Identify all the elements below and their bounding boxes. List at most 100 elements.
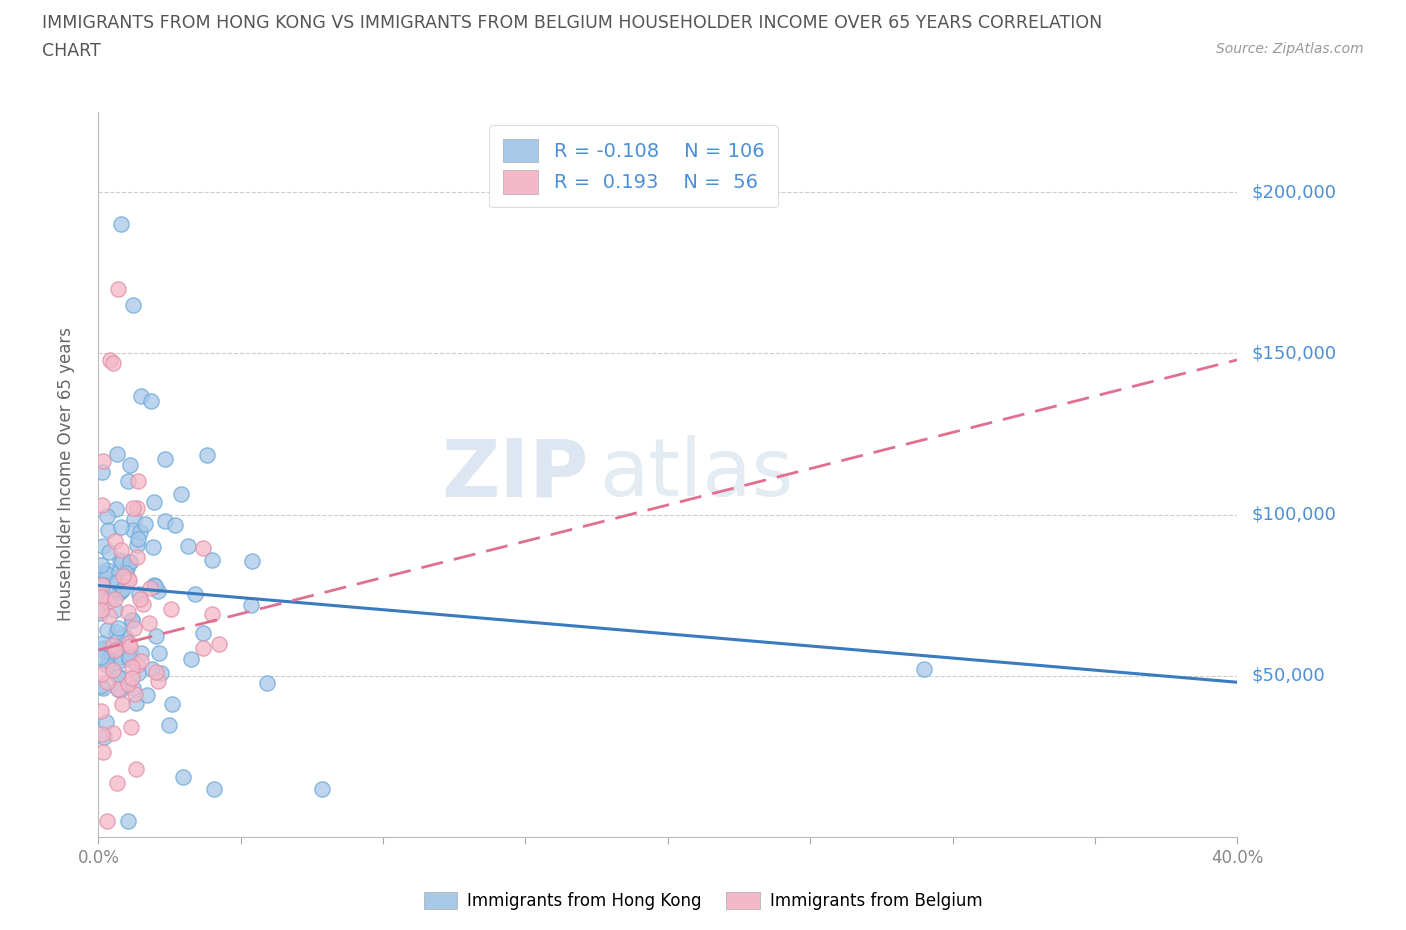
Point	[93, 681, 115, 696]
Point	[157, 718, 180, 733]
Point	[127, 500, 149, 515]
Point	[91, 454, 114, 469]
Point	[201, 552, 224, 567]
Point	[153, 513, 176, 528]
Point	[107, 282, 129, 297]
Point	[183, 587, 205, 602]
Point	[90, 589, 112, 604]
Point	[96, 567, 118, 582]
Point	[118, 573, 141, 588]
Point	[107, 620, 129, 635]
Point	[122, 500, 145, 515]
Text: CHART: CHART	[42, 42, 101, 60]
Point	[143, 579, 166, 594]
Point	[110, 519, 132, 534]
Point	[127, 473, 149, 488]
Point	[142, 539, 165, 554]
Point	[141, 393, 163, 408]
Point	[125, 696, 148, 711]
Point	[127, 531, 149, 546]
Point	[97, 594, 120, 609]
Point	[90, 726, 112, 741]
Point	[111, 581, 134, 596]
Point	[136, 687, 159, 702]
Point	[148, 645, 170, 660]
Point	[202, 781, 225, 796]
Point	[110, 542, 132, 557]
Point	[90, 642, 112, 657]
Point	[201, 606, 224, 621]
Point	[143, 578, 166, 592]
Point	[142, 495, 165, 510]
Point	[132, 596, 155, 611]
Point	[104, 534, 127, 549]
Point	[90, 605, 112, 620]
Legend: R = -0.108    N = 106, R =  0.193    N =  56: R = -0.108 N = 106, R = 0.193 N = 56	[489, 125, 778, 207]
Point	[101, 663, 124, 678]
Point	[117, 604, 139, 619]
Point	[96, 814, 118, 829]
Point	[97, 544, 120, 559]
Point	[124, 686, 146, 701]
Point	[90, 703, 112, 718]
Point	[97, 523, 120, 538]
Point	[129, 591, 152, 606]
Point	[105, 776, 128, 790]
Point	[90, 649, 112, 664]
Point	[170, 486, 193, 501]
Point	[239, 597, 262, 612]
Point	[103, 639, 125, 654]
Point	[97, 608, 120, 623]
Point	[111, 569, 134, 584]
Point	[104, 591, 127, 606]
Point	[128, 587, 150, 602]
Point	[107, 669, 129, 684]
Point	[125, 762, 148, 777]
Text: $100,000: $100,000	[1251, 506, 1336, 524]
Point	[105, 446, 128, 461]
Point	[138, 616, 160, 631]
Point	[121, 523, 143, 538]
Point	[122, 620, 145, 635]
Point	[121, 659, 143, 674]
Point	[121, 671, 143, 685]
Point	[91, 578, 114, 592]
Point	[114, 630, 136, 644]
Point	[111, 697, 134, 711]
Point	[110, 217, 132, 232]
Point	[145, 629, 167, 644]
Point	[118, 639, 141, 654]
Point	[105, 575, 128, 590]
Point	[101, 726, 124, 741]
Text: ZIP: ZIP	[441, 435, 588, 513]
Point	[155, 452, 177, 467]
Point	[160, 697, 183, 711]
Point	[91, 744, 114, 759]
Point	[256, 676, 278, 691]
Point	[195, 448, 218, 463]
Point	[240, 554, 263, 569]
Point	[90, 498, 112, 512]
Text: $50,000: $50,000	[1251, 667, 1324, 684]
Point	[191, 625, 214, 640]
Point	[107, 641, 129, 656]
Point	[105, 624, 128, 639]
Point	[107, 585, 129, 600]
Point	[90, 557, 112, 572]
Point	[93, 635, 115, 650]
Point	[112, 564, 135, 578]
Point	[101, 355, 124, 370]
Point	[311, 781, 333, 796]
Y-axis label: Householder Income Over 65 years: Householder Income Over 65 years	[56, 327, 75, 621]
Point	[172, 770, 194, 785]
Point	[94, 590, 117, 604]
Point	[118, 554, 141, 569]
Point	[96, 509, 118, 524]
Point	[177, 538, 200, 553]
Point	[120, 648, 142, 663]
Point	[146, 673, 169, 688]
Point	[104, 602, 127, 617]
Point	[129, 645, 152, 660]
Point	[191, 641, 214, 656]
Point	[115, 565, 138, 580]
